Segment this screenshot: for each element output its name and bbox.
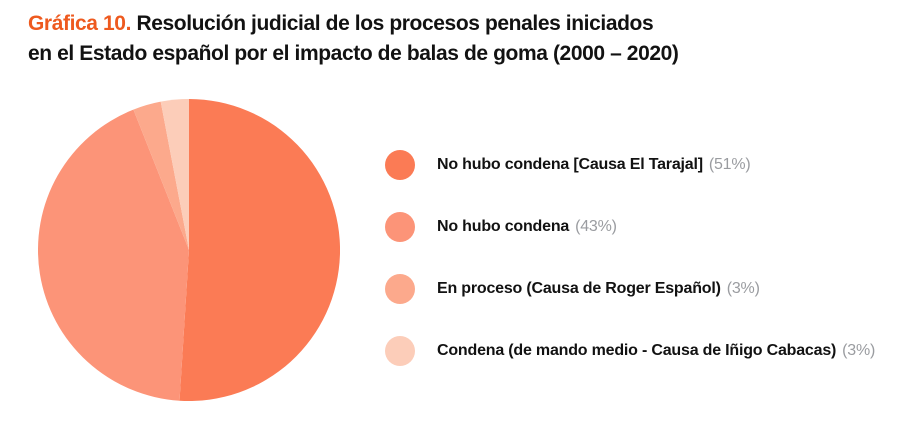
legend-label: No hubo condena [Causa El Tarajal] <box>437 156 703 173</box>
legend-swatch-icon <box>385 150 415 180</box>
pie-slice[interactable] <box>38 109 189 401</box>
chart-title: Gráfica 10. Resolución judicial de los p… <box>28 9 679 69</box>
legend-swatch-icon <box>385 212 415 242</box>
legend-item: No hubo condena [Causa El Tarajal] (51%) <box>385 150 875 180</box>
pie-slice[interactable] <box>133 101 189 250</box>
legend-percent: (3%) <box>726 280 760 297</box>
chart-title-line1: Resolución judicial de los procesos pena… <box>136 12 654 35</box>
legend-percent: (3%) <box>842 342 876 359</box>
legend-item: No hubo condena (43%) <box>385 212 875 242</box>
pie-chart[interactable] <box>38 99 340 401</box>
legend-label: No hubo condena <box>437 218 570 235</box>
legend-label: Condena (de mando medio - Causa de Iñigo… <box>437 342 837 359</box>
pie-slice[interactable] <box>179 99 340 401</box>
legend-item: Condena (de mando medio - Causa de Iñigo… <box>385 336 875 366</box>
legend-percent: (43%) <box>575 218 617 235</box>
chart-title-line2: en el Estado español por el impacto de b… <box>28 42 679 65</box>
legend-item: En proceso (Causa de Roger Español) (3%) <box>385 274 875 304</box>
legend-percent: (51%) <box>708 156 751 173</box>
legend-swatch-icon <box>385 274 415 304</box>
legend-swatch-icon <box>385 336 415 366</box>
chart-title-number: Gráfica 10. <box>28 12 131 35</box>
legend-label: En proceso (Causa de Roger Español) <box>437 280 721 297</box>
legend: No hubo condena [Causa El Tarajal] (51%)… <box>385 150 875 366</box>
pie-slice[interactable] <box>160 99 189 250</box>
